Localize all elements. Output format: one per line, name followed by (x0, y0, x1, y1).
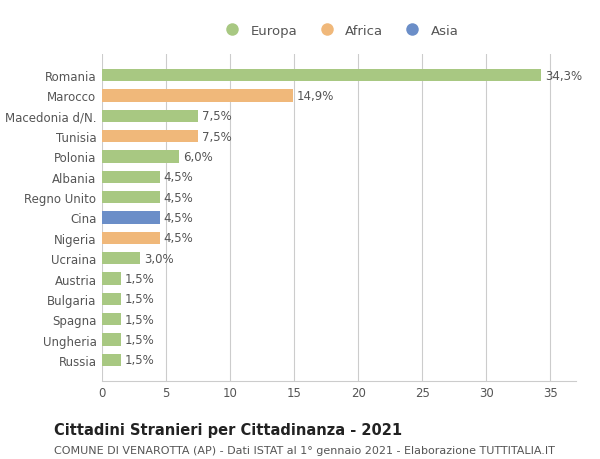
Bar (102, 151, 179, 163)
Bar (102, 131, 198, 143)
Text: 34,3%: 34,3% (545, 69, 583, 83)
Text: 4,5%: 4,5% (163, 212, 193, 224)
Bar (102, 111, 198, 123)
Bar (102, 252, 140, 265)
Bar (102, 293, 121, 305)
Bar (102, 273, 121, 285)
Text: 14,9%: 14,9% (297, 90, 334, 103)
Bar (102, 354, 121, 366)
Bar (102, 313, 121, 325)
Text: 4,5%: 4,5% (163, 191, 193, 204)
Legend: Europa, Africa, Asia: Europa, Africa, Asia (214, 19, 464, 43)
Bar (102, 192, 160, 204)
Text: 1,5%: 1,5% (125, 353, 155, 367)
Text: 4,5%: 4,5% (163, 171, 193, 184)
Text: 6,0%: 6,0% (183, 151, 212, 164)
Text: 1,5%: 1,5% (125, 293, 155, 306)
Text: Cittadini Stranieri per Cittadinanza - 2021: Cittadini Stranieri per Cittadinanza - 2… (54, 422, 402, 437)
Bar (102, 171, 160, 184)
Text: 4,5%: 4,5% (163, 232, 193, 245)
Bar (102, 70, 541, 82)
Bar (102, 232, 160, 244)
Text: 7,5%: 7,5% (202, 110, 232, 123)
Text: 1,5%: 1,5% (125, 313, 155, 326)
Text: 3,0%: 3,0% (144, 252, 174, 265)
Text: 1,5%: 1,5% (125, 333, 155, 346)
Text: COMUNE DI VENAROTTA (AP) - Dati ISTAT al 1° gennaio 2021 - Elaborazione TUTTITAL: COMUNE DI VENAROTTA (AP) - Dati ISTAT al… (54, 446, 555, 455)
Bar (102, 90, 293, 102)
Bar (102, 212, 160, 224)
Text: 7,5%: 7,5% (202, 130, 232, 143)
Bar (102, 334, 121, 346)
Text: 1,5%: 1,5% (125, 272, 155, 285)
